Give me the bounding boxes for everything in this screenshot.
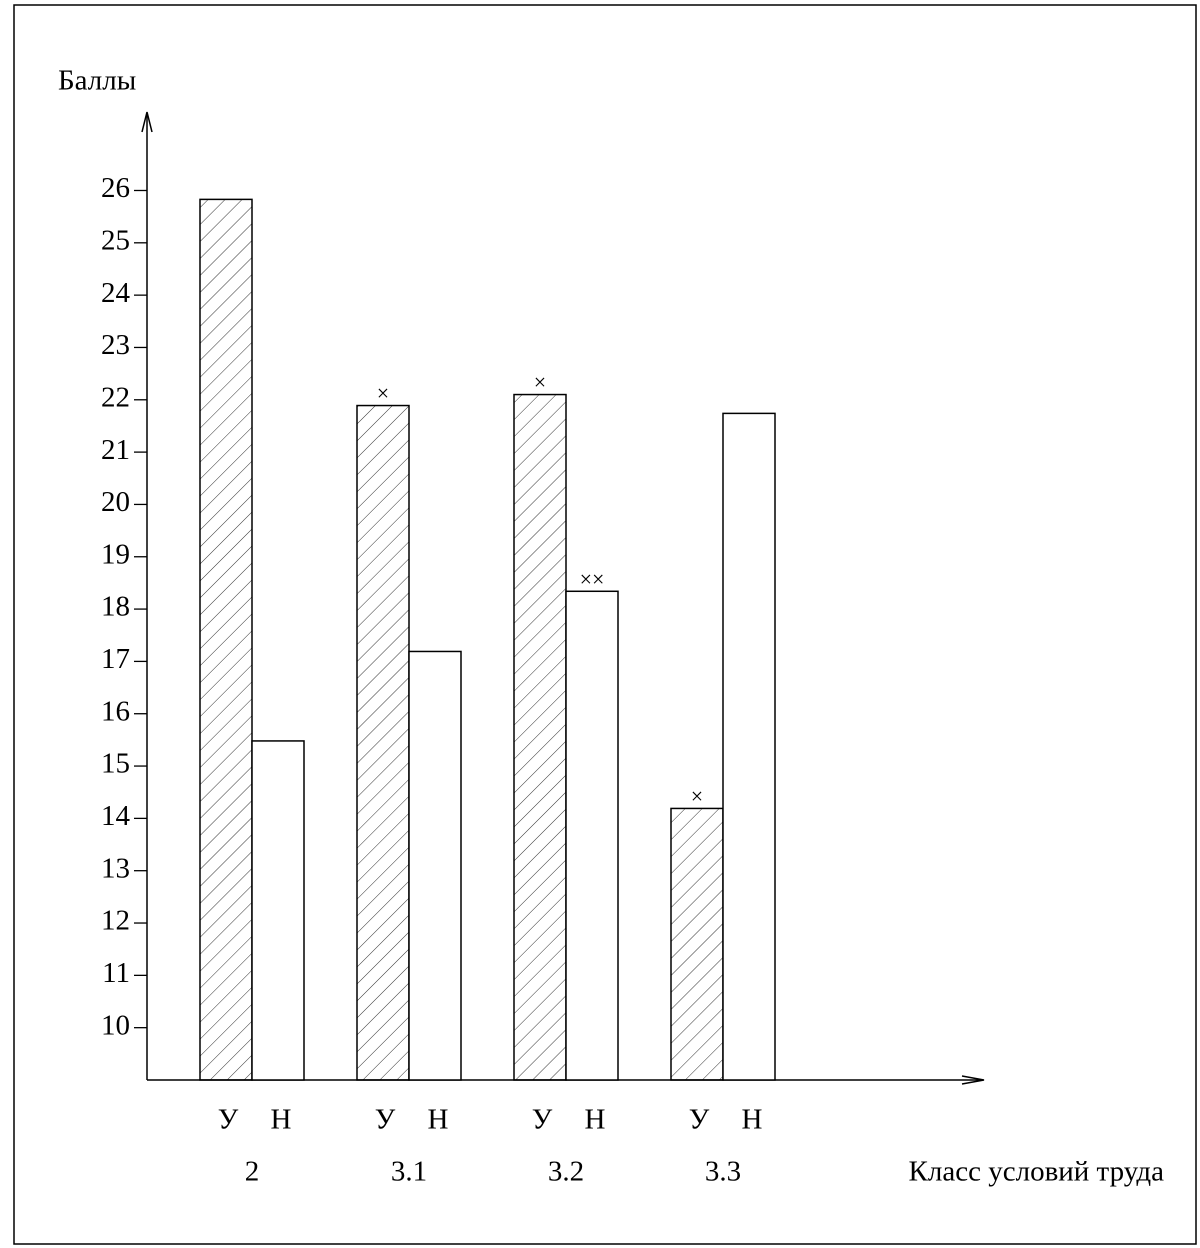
y-tick-label: 26 — [101, 172, 130, 204]
bar — [513, 393, 567, 1081]
y-tick-label: 19 — [101, 538, 130, 570]
bar — [722, 412, 776, 1081]
y-tick-label: 11 — [102, 957, 130, 989]
y-axis-label: Баллы — [58, 65, 136, 97]
bar — [408, 650, 462, 1081]
bar — [356, 404, 410, 1081]
series-label: Н — [585, 1104, 606, 1136]
significance-marker: × — [691, 783, 703, 808]
y-tick-label: 23 — [101, 329, 130, 361]
series-label: У — [689, 1104, 710, 1136]
y-tick-label: 16 — [101, 695, 130, 727]
y-tick-label: 25 — [101, 224, 130, 256]
bar — [670, 807, 724, 1081]
series-label: У — [375, 1104, 396, 1136]
y-tick-label: 10 — [101, 1009, 130, 1041]
y-tick-label: 14 — [101, 800, 131, 832]
significance-marker: × — [534, 370, 546, 395]
y-tick-label: 22 — [101, 381, 130, 413]
y-tick-label: 18 — [101, 591, 130, 623]
y-tick-label: 13 — [101, 852, 130, 884]
x-tick-label: 2 — [245, 1156, 260, 1188]
bar — [199, 198, 253, 1081]
series-label: Н — [742, 1104, 763, 1136]
x-tick-label: 3.2 — [548, 1156, 584, 1188]
x-arrow — [961, 1075, 985, 1085]
frame — [13, 4, 1197, 1245]
y-tick-label: 21 — [101, 434, 130, 466]
series-label: Н — [271, 1104, 292, 1136]
y-tick-label: 12 — [101, 905, 130, 937]
y-tick-label: 17 — [101, 643, 130, 675]
series-label: У — [532, 1104, 553, 1136]
x-axis-label: Класс условий труда — [909, 1156, 1165, 1188]
significance-marker: × — [377, 381, 389, 406]
y-tick-label: 24 — [101, 277, 131, 309]
series-label: Н — [428, 1104, 449, 1136]
bar — [251, 740, 305, 1081]
y-tick-label: 15 — [101, 748, 130, 780]
x-tick-label: 3.1 — [391, 1156, 427, 1188]
bar — [565, 590, 619, 1081]
y-tick-label: 20 — [101, 486, 130, 518]
x-tick-label: 3.3 — [705, 1156, 741, 1188]
significance-marker: ×× — [580, 566, 605, 591]
y-arrow — [141, 111, 153, 133]
series-label: У — [218, 1104, 239, 1136]
